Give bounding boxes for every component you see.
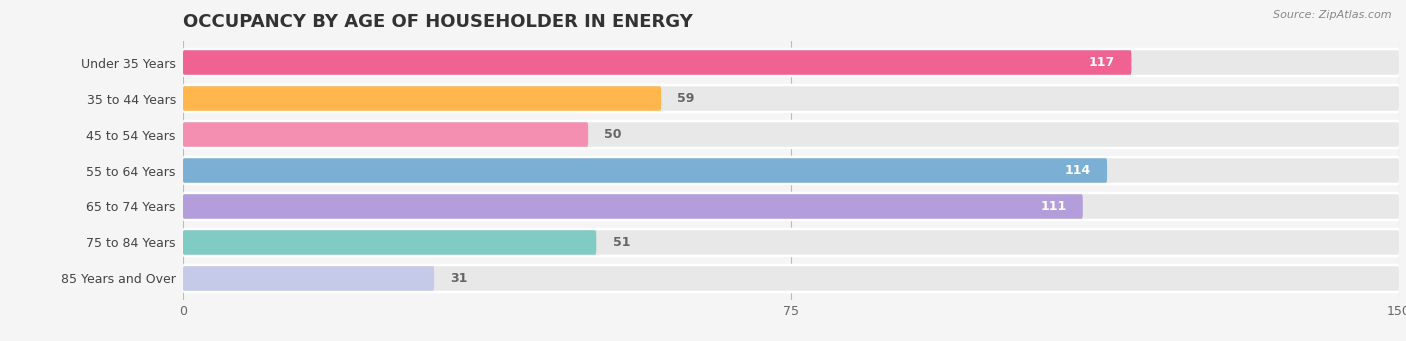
FancyBboxPatch shape	[183, 122, 588, 147]
FancyBboxPatch shape	[183, 158, 1107, 183]
FancyBboxPatch shape	[183, 50, 1399, 75]
FancyBboxPatch shape	[183, 194, 1083, 219]
FancyBboxPatch shape	[183, 84, 1399, 113]
FancyBboxPatch shape	[183, 48, 1399, 77]
Text: 111: 111	[1040, 200, 1067, 213]
FancyBboxPatch shape	[183, 266, 1399, 291]
FancyBboxPatch shape	[183, 230, 1399, 255]
Text: 117: 117	[1088, 56, 1115, 69]
FancyBboxPatch shape	[183, 230, 596, 255]
FancyBboxPatch shape	[183, 192, 1399, 221]
FancyBboxPatch shape	[183, 158, 1399, 183]
FancyBboxPatch shape	[183, 266, 434, 291]
FancyBboxPatch shape	[183, 50, 1132, 75]
FancyBboxPatch shape	[183, 120, 1399, 149]
Text: 59: 59	[678, 92, 695, 105]
Text: Source: ZipAtlas.com: Source: ZipAtlas.com	[1274, 10, 1392, 20]
FancyBboxPatch shape	[183, 86, 1399, 111]
Text: 51: 51	[613, 236, 630, 249]
FancyBboxPatch shape	[183, 156, 1399, 185]
Text: OCCUPANCY BY AGE OF HOUSEHOLDER IN ENERGY: OCCUPANCY BY AGE OF HOUSEHOLDER IN ENERG…	[183, 13, 693, 31]
FancyBboxPatch shape	[183, 122, 1399, 147]
Text: 50: 50	[605, 128, 621, 141]
FancyBboxPatch shape	[183, 264, 1399, 293]
FancyBboxPatch shape	[183, 194, 1399, 219]
FancyBboxPatch shape	[183, 86, 661, 111]
FancyBboxPatch shape	[183, 228, 1399, 257]
Text: 31: 31	[450, 272, 468, 285]
Text: 114: 114	[1064, 164, 1091, 177]
